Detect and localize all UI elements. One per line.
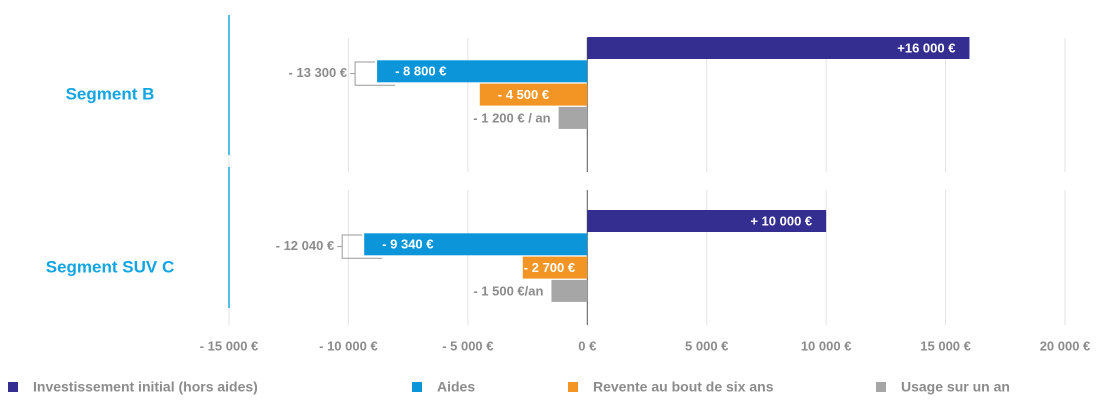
legend-label: Usage sur un an [901,379,1010,395]
value-label: - 2 700 € [524,260,575,275]
legend-swatch [876,382,886,392]
bar [558,106,588,129]
category-label: Segment SUV C [46,258,174,277]
bar [551,279,588,302]
value-label: - 1 200 € / an [473,110,550,125]
bar [522,256,588,279]
legend-label: Revente au bout de six ans [593,379,774,395]
value-label: - 1 500 €/an [473,283,543,298]
bar [479,83,588,106]
legend-label: Aides [437,379,475,395]
bar [364,233,588,256]
x-tick-label: - 5 000 € [442,338,493,353]
category-label: Segment B [66,85,155,104]
value-label: - 4 500 € [498,87,549,102]
value-label: + 10 000 € [750,213,812,228]
legend-swatch [568,382,578,392]
legend-label: Investissement initial (hors aides) [33,379,258,395]
value-label: +16 000 € [897,40,955,55]
bar [587,210,827,232]
annotation: - 12 040 € [276,238,335,253]
bar [377,60,588,83]
x-tick-label: 5 000 € [685,338,728,353]
x-tick-label: 20 000 € [1040,338,1091,353]
value-label: - 9 340 € [382,237,433,252]
value-label: - 8 800 € [395,64,446,79]
legend-swatch [8,382,18,392]
annotation: - 13 300 € [289,65,348,80]
x-tick-label: - 15 000 € [200,338,259,353]
x-tick-label: 0 € [578,338,596,353]
x-tick-label: 15 000 € [920,338,971,353]
legend-swatch [412,382,422,392]
x-tick-label: - 10 000 € [319,338,378,353]
bar [587,37,970,59]
x-tick-label: 10 000 € [801,338,852,353]
